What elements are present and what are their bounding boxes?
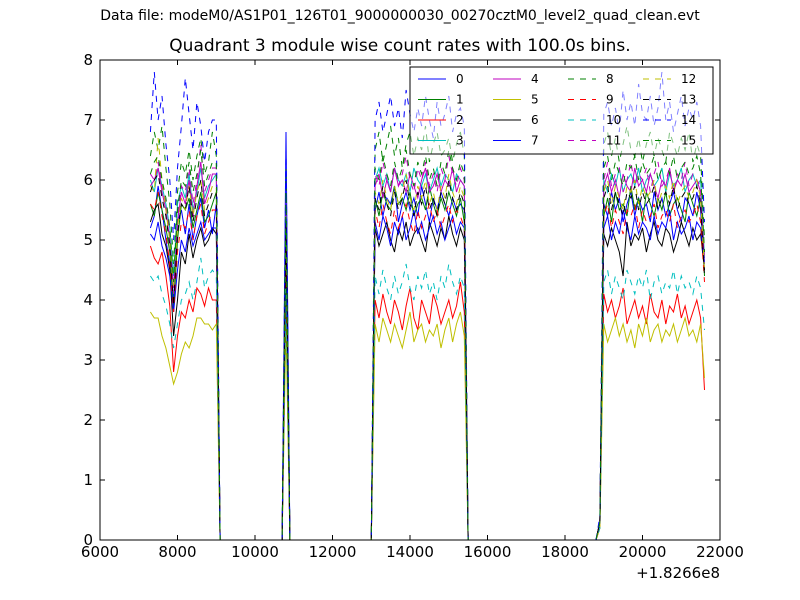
x-tick-label: 14000 [386, 543, 434, 561]
series-line-9 [149, 191, 705, 540]
y-tick-label: 3 [83, 351, 93, 369]
x-tick-label: 8000 [158, 543, 196, 561]
series-line-1 [149, 185, 705, 540]
legend-label-5: 5 [531, 93, 539, 107]
y-tick-label: 4 [83, 291, 93, 309]
legend-box [409, 66, 714, 155]
series-line-15 [149, 149, 705, 540]
series-line-4 [149, 161, 705, 540]
legend-label-4: 4 [531, 72, 539, 86]
y-tick-label: 0 [83, 531, 93, 549]
legend-label-9: 9 [606, 93, 614, 107]
plot-frame [99, 59, 721, 541]
x-tick-label: 20000 [619, 543, 667, 561]
y-tick-label: 1 [83, 471, 93, 489]
chart-title: Quadrant 3 module wise count rates with … [169, 36, 631, 56]
series-line-5 [149, 311, 705, 540]
x-tick-label: 16000 [464, 543, 512, 561]
y-tick-label: 7 [83, 111, 93, 129]
legend-label-0: 0 [456, 72, 464, 86]
series-line-10 [149, 257, 705, 540]
legend-label-14: 14 [681, 113, 696, 127]
x-tick-label: 22000 [696, 543, 744, 561]
legend-label-8: 8 [606, 72, 614, 86]
legend-label-10: 10 [606, 113, 621, 127]
legend-label-15: 15 [681, 134, 696, 148]
axes-layer: 6000 8000 10000 12000 14000 16000 18000 20000 22… [81, 51, 744, 561]
x-tick-label: 12000 [309, 543, 357, 561]
x-tick-label: 6000 [81, 543, 119, 561]
series-line-7 [149, 131, 705, 540]
series-line-2 [149, 245, 705, 540]
legend-label-11: 11 [606, 134, 621, 148]
legend-label-6: 6 [531, 113, 539, 127]
legend-label-2: 2 [456, 113, 464, 127]
series-line-11 [149, 143, 705, 540]
legend-label-3: 3 [456, 134, 464, 148]
x-tick-label: 18000 [541, 543, 589, 561]
y-tick-label: 5 [83, 231, 93, 249]
y-tick-label: 2 [83, 411, 93, 429]
x-offset-label: +1.8266e8 [636, 564, 720, 582]
legend-label-7: 7 [531, 134, 539, 148]
data-file-suptitle: Data file: modeM0/AS1P01_126T01_90000000… [100, 8, 700, 24]
series-line-0 [149, 185, 705, 540]
y-tick-label: 8 [83, 51, 93, 69]
series-line-13 [149, 172, 705, 540]
legend-label-1: 1 [456, 93, 464, 107]
y-tick-label: 6 [83, 171, 93, 189]
legend-label-12: 12 [681, 72, 696, 86]
x-tick-label: 10000 [231, 543, 279, 561]
legend-label-13: 13 [681, 93, 696, 107]
